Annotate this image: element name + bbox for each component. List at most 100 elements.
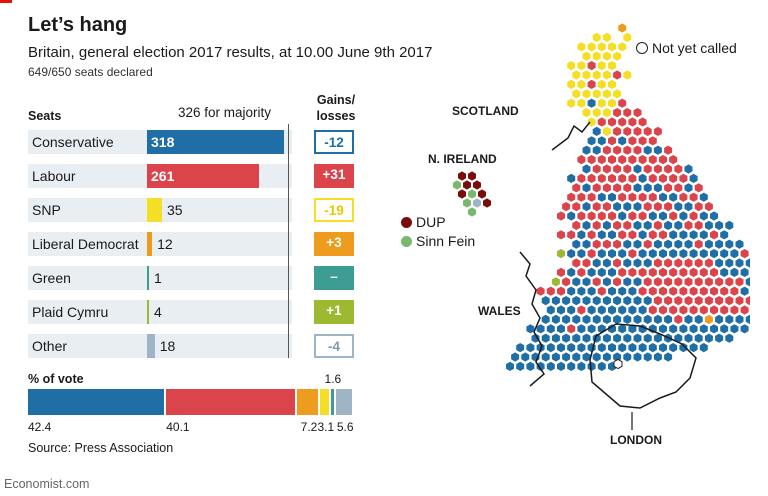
constituency-hex: [689, 324, 698, 334]
constituency-hex: [623, 164, 632, 174]
constituency-hex: [689, 343, 698, 353]
constituency-hex: [597, 230, 606, 240]
constituency-hex: [541, 333, 550, 343]
constituency-hex: [602, 314, 611, 324]
constituency-hex: [704, 220, 713, 230]
constituency-hex: [567, 192, 576, 202]
constituency-hex: [648, 267, 657, 277]
vote-value-label: 7.2: [300, 420, 318, 434]
constituency-hex-ni: [463, 180, 471, 190]
constituency-hex: [679, 173, 688, 183]
seat-bar: [147, 198, 163, 222]
constituency-hex: [633, 126, 642, 136]
constituency-hex: [577, 192, 586, 202]
constituency-hex: [618, 343, 627, 353]
constituency-hex: [638, 267, 647, 277]
constituency-hex: [633, 258, 642, 268]
constituency-hex: [536, 324, 545, 334]
constituency-hex: [577, 249, 586, 259]
constituency-hex: [608, 305, 616, 315]
constituency-hex: [638, 192, 647, 202]
constituency-hex: [674, 220, 683, 230]
constituency-hex-ni: [473, 198, 481, 208]
constituency-hex: [725, 277, 734, 287]
constituency-hex: [669, 192, 678, 202]
constituency-hex: [608, 98, 616, 108]
gain-loss-box: -12: [314, 130, 354, 154]
constituency-hex: [613, 183, 622, 193]
constituency-hex: [633, 202, 642, 212]
constituency-hex: [735, 239, 744, 249]
constituency-hex: [557, 211, 565, 221]
constituency-hex: [689, 230, 698, 240]
constituency-hex: [521, 352, 530, 362]
constituency-hex: [689, 211, 698, 221]
constituency-hex: [526, 361, 535, 371]
seat-bar: [147, 300, 149, 324]
majority-label: 326 for majority: [178, 105, 272, 120]
constituency-hex: [526, 343, 535, 353]
constituency-hex: [628, 286, 637, 296]
constituency-hex: [577, 305, 586, 315]
constituency-hex: [694, 183, 703, 193]
constituency-hex-ni: [458, 171, 466, 181]
constituency-hex: [623, 70, 632, 80]
constituency-hex: [684, 277, 693, 287]
constituency-hex: [674, 164, 683, 174]
constituency-hex: [618, 286, 627, 296]
constituency-hex: [608, 79, 616, 89]
constituency-hex: [587, 79, 596, 89]
constituency-hex: [592, 258, 601, 268]
constituency-hex: [557, 249, 565, 259]
seat-row-bg: [28, 232, 292, 256]
constituency-hex: [715, 277, 724, 287]
constituency-hex: [577, 211, 586, 221]
constituency-hex: [572, 333, 581, 343]
party-label: Plaid Cymru: [32, 304, 109, 320]
constituency-hex: [557, 286, 565, 296]
constituency-hex: [577, 230, 586, 240]
constituency-hex: [582, 164, 591, 174]
constituency-hex: [618, 42, 627, 52]
constituency-hex: [628, 267, 637, 277]
constituency-hex: [638, 173, 647, 183]
constituency-hex: [618, 173, 627, 183]
constituency-hex-ni: [473, 180, 481, 190]
constituency-hex: [643, 126, 652, 136]
constituency-hex: [577, 61, 586, 71]
constituency-hex: [704, 277, 713, 287]
constituency-hex: [567, 98, 576, 108]
vote-segment: [28, 389, 165, 415]
constituency-hex: [710, 249, 718, 259]
constituency-hex: [745, 296, 750, 306]
constituency-hex: [674, 239, 683, 249]
constituency-hex: [725, 258, 734, 268]
constituency-hex: [536, 361, 545, 371]
constituency-hex: [541, 314, 550, 324]
constituency-hex: [715, 239, 724, 249]
constituency-hex: [582, 296, 591, 306]
constituency-hex: [608, 286, 616, 296]
constituency-hex: [720, 249, 729, 259]
constituency-hex: [669, 155, 678, 165]
constituency-hex: [643, 352, 652, 362]
constituency-hex: [608, 324, 616, 334]
constituency-hex: [618, 324, 627, 334]
constituency-hex: [613, 89, 622, 99]
seat-value-label: 35: [167, 202, 183, 218]
constituency-hex: [628, 173, 637, 183]
constituency-hex: [664, 352, 673, 362]
constituency-hex-map: [453, 23, 750, 430]
constituency-hex: [715, 258, 724, 268]
constituency-hex: [546, 343, 555, 353]
constituency-hex: [694, 333, 703, 343]
constituency-hex: [597, 249, 606, 259]
constituency-hex: [669, 324, 678, 334]
party-label: Other: [32, 338, 68, 354]
brand-label: Economist.com: [4, 477, 90, 491]
constituency-hex: [669, 343, 678, 353]
constituency-hex: [684, 296, 693, 306]
constituency-hex: [653, 352, 662, 362]
seat-bar: [147, 232, 153, 256]
constituency-hex: [602, 296, 611, 306]
